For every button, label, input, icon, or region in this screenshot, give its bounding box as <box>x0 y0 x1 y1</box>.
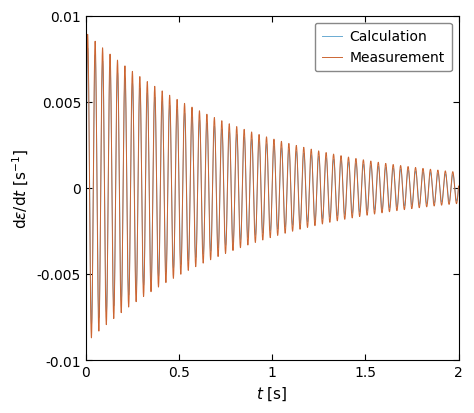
Measurement <box>89 336 94 341</box>
Measurement <box>83 177 89 182</box>
Calculation <box>83 186 89 191</box>
X-axis label: $t$ [s]: $t$ [s] <box>256 385 288 402</box>
Calculation <box>322 168 328 173</box>
Calculation <box>89 322 94 327</box>
Measurement <box>350 213 356 218</box>
Measurement <box>309 147 314 152</box>
Measurement <box>85 33 91 38</box>
Calculation <box>176 169 182 174</box>
Calculation <box>259 223 265 228</box>
Calculation <box>309 153 314 158</box>
Calculation <box>350 209 356 214</box>
Measurement <box>176 173 182 178</box>
Calculation <box>456 186 461 191</box>
Legend: Calculation, Measurement: Calculation, Measurement <box>315 24 452 72</box>
Measurement <box>431 204 437 209</box>
Measurement <box>322 162 328 167</box>
Y-axis label: d$\epsilon$/d$t$ [s$^{-1}$]: d$\epsilon$/d$t$ [s$^{-1}$] <box>11 148 31 228</box>
Measurement <box>456 184 461 189</box>
Line: Measurement: Measurement <box>86 35 458 338</box>
Line: Calculation: Calculation <box>86 49 458 324</box>
Measurement <box>259 231 265 236</box>
Calculation <box>431 201 437 206</box>
Calculation <box>85 47 91 52</box>
